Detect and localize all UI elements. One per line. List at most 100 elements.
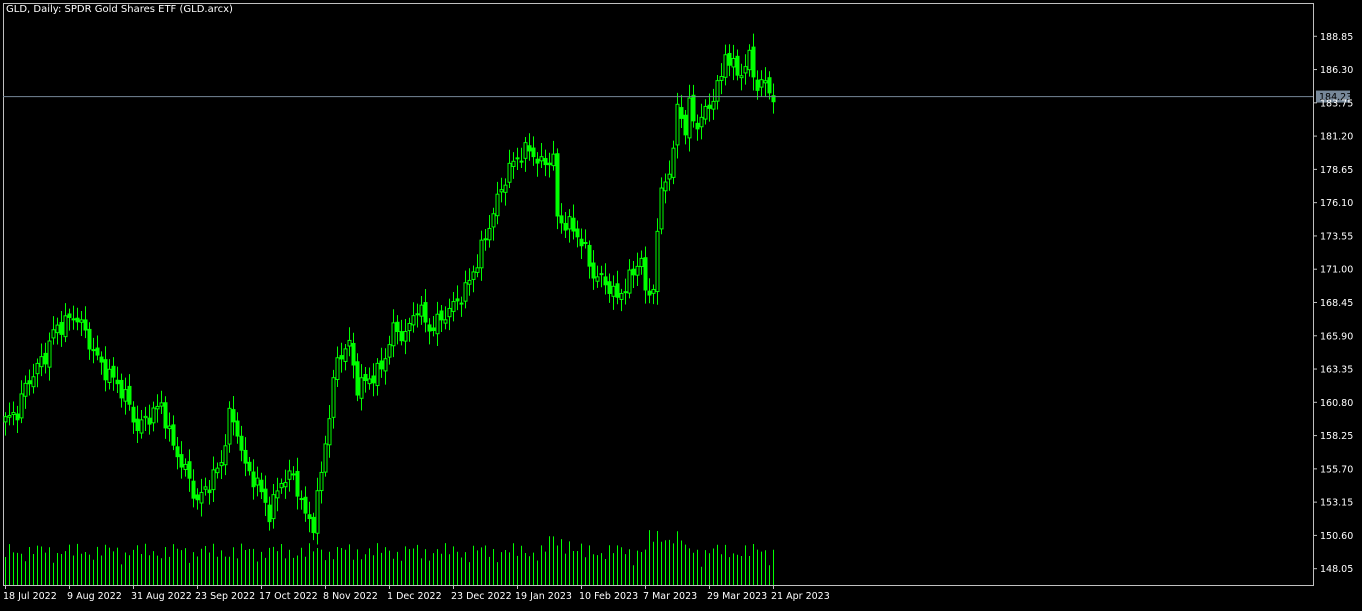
candle-body-up <box>3 416 8 423</box>
candle-body-up <box>511 160 516 167</box>
candle <box>503 178 508 206</box>
y-tick-label: 178.65 <box>1320 165 1353 176</box>
x-tick-label: 31 Aug 2022 <box>131 591 192 602</box>
candle <box>167 412 172 442</box>
candle-body-up <box>215 467 220 474</box>
candle-body-up <box>375 362 380 387</box>
candle-body-up <box>359 377 364 399</box>
candle-body-up <box>223 445 228 466</box>
candle <box>235 412 240 444</box>
candle-body-up <box>627 269 632 294</box>
candle <box>239 425 244 462</box>
candle-body-down <box>75 317 80 323</box>
candle <box>719 63 724 95</box>
candle <box>67 308 72 331</box>
candle-body-down <box>363 374 368 381</box>
candle <box>699 103 704 140</box>
candle-body-down <box>231 409 236 423</box>
candle-body-down <box>263 488 268 503</box>
candle-body-down <box>59 321 64 335</box>
candle <box>139 410 144 439</box>
candle-body-up <box>499 189 504 193</box>
candle <box>655 218 660 305</box>
candle <box>667 160 672 191</box>
candle-body-up <box>435 313 440 335</box>
candle <box>359 364 364 411</box>
candle-body-up <box>687 97 692 139</box>
candle-body-up <box>759 79 764 88</box>
candle-body-up <box>763 80 768 84</box>
candle <box>487 214 492 248</box>
candle <box>411 302 416 333</box>
candle <box>283 469 288 499</box>
candle-body-down <box>71 318 76 321</box>
candle-body-up <box>323 443 328 473</box>
candle-body-up <box>347 339 352 347</box>
candle <box>603 263 608 295</box>
candle <box>271 483 276 529</box>
candle <box>635 252 640 287</box>
candle <box>395 315 400 345</box>
candle-body-down <box>187 461 192 479</box>
candle-body-up <box>343 348 348 362</box>
candle-body-up <box>651 288 656 294</box>
candle-body-down <box>135 418 140 431</box>
candle <box>135 405 140 443</box>
candle <box>175 437 180 470</box>
candle-body-down <box>563 222 568 231</box>
candle <box>355 353 360 402</box>
candle <box>47 332 52 381</box>
candle-body-up <box>451 301 456 312</box>
candle-body-up <box>667 173 672 180</box>
candle <box>191 469 196 508</box>
x-tick-label: 23 Dec 2022 <box>451 591 512 602</box>
candle <box>95 335 100 361</box>
candle <box>295 457 300 510</box>
candle-body-up <box>7 415 12 418</box>
candle-body-up <box>715 80 720 102</box>
candle <box>451 292 456 322</box>
candle <box>327 404 332 458</box>
candle <box>727 44 732 77</box>
candle-body-up <box>487 227 492 241</box>
y-tick-label: 165.90 <box>1320 331 1353 342</box>
candle <box>391 309 396 358</box>
candle-body-up <box>23 382 28 397</box>
y-tick-label: 158.25 <box>1320 431 1353 442</box>
candle-body-down <box>235 420 240 437</box>
candle <box>643 246 648 304</box>
candle <box>127 374 132 411</box>
candle-body-down <box>399 331 404 342</box>
candle <box>243 437 248 477</box>
candle <box>119 373 124 408</box>
candle <box>475 254 480 278</box>
y-tick-label: 188.85 <box>1320 32 1353 43</box>
candle-body-up <box>155 405 160 410</box>
candle <box>303 486 308 522</box>
candle-body-down <box>727 52 732 66</box>
candle <box>495 181 500 225</box>
candle-body-down <box>587 244 592 267</box>
candle-body-up <box>723 54 728 78</box>
candle-body-up <box>459 302 464 305</box>
candle <box>559 203 564 234</box>
candle <box>663 173 668 204</box>
candle <box>739 63 744 91</box>
candle-body-down <box>631 268 636 276</box>
candle <box>15 405 20 434</box>
candle-body-up <box>419 304 424 317</box>
y-tick-label: 148.05 <box>1320 564 1353 575</box>
candle <box>291 466 296 481</box>
candle-body-up <box>283 481 288 488</box>
candle <box>59 311 64 347</box>
current-price-tag <box>1316 90 1350 103</box>
candle-body-up <box>391 322 396 347</box>
candle <box>679 94 684 128</box>
candle <box>415 303 420 328</box>
candle-body-down <box>207 489 212 494</box>
candle <box>587 240 592 279</box>
candle <box>215 462 220 479</box>
candle <box>759 70 764 97</box>
